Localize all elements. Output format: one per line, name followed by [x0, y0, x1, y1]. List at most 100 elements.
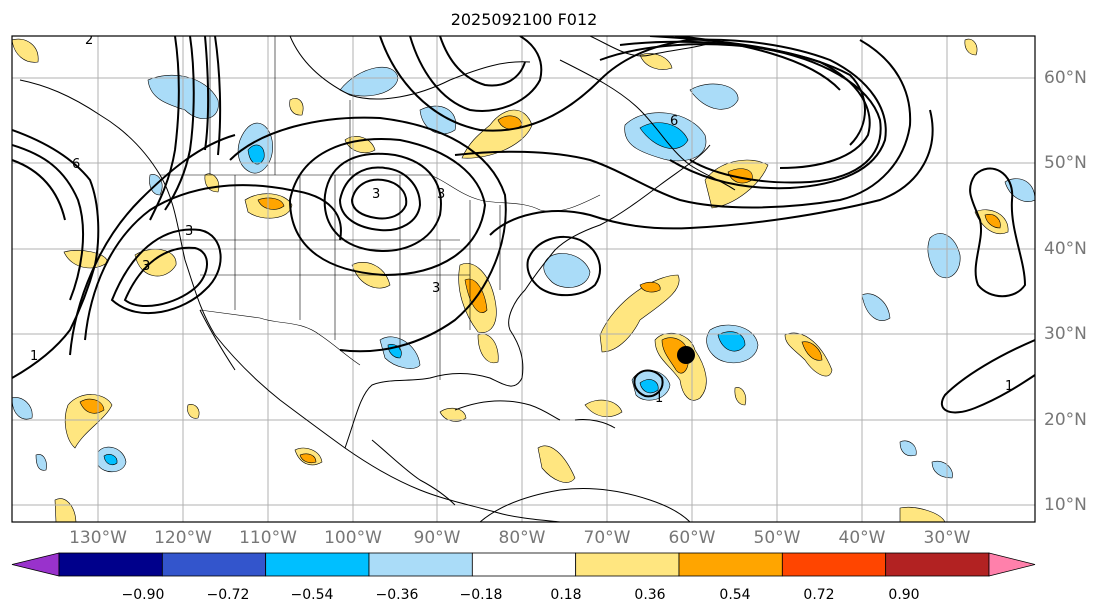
central-america-coast: [371, 439, 456, 506]
lon-label: 80°W: [498, 528, 546, 548]
contour-label: 2: [85, 33, 93, 48]
colorbar-tick: 0.36: [634, 587, 666, 603]
negative-anomaly-patch: [419, 105, 457, 135]
contour-label: 3: [437, 187, 445, 202]
hispaniola-coast: [574, 419, 616, 429]
south-america-coast: [479, 488, 691, 522]
positive-anomaly-patch: [661, 337, 689, 374]
positive-anomaly-patch: [54, 498, 77, 522]
positive-anomaly-patch: [599, 274, 680, 353]
contour-line: [940, 339, 1035, 414]
contour-label: 3: [185, 224, 193, 239]
lon-label: 90°W: [413, 528, 461, 548]
colorbar-segment: [575, 552, 680, 577]
lat-label: 20°N: [1044, 410, 1087, 430]
contour-layer: [12, 36, 1035, 414]
contour-label: 1: [655, 391, 663, 406]
shading-layer: [12, 38, 1035, 522]
lat-label: 30°N: [1044, 324, 1087, 344]
contour-line: [12, 159, 66, 221]
map-title: 2025092100 F012: [450, 10, 598, 29]
negative-anomaly-patch: [639, 122, 689, 149]
gridlines: [12, 36, 1035, 522]
contour-line: [69, 134, 236, 356]
colorbar-tick: −0.36: [375, 587, 419, 603]
negative-anomaly-patch: [689, 83, 739, 110]
contour-line: [110, 228, 222, 315]
contour-line: [674, 36, 841, 91]
contour-line: [350, 178, 408, 220]
contour-line: [489, 109, 934, 236]
positive-anomaly-patch: [187, 404, 200, 419]
negative-anomaly-patch: [543, 253, 591, 288]
contour-line: [409, 36, 543, 112]
colorbar-segment: [161, 552, 267, 577]
negative-anomaly-patch: [861, 293, 891, 321]
positive-anomaly-patch: [639, 53, 673, 70]
positive-anomaly-patch: [257, 197, 285, 210]
positive-anomaly-patch: [289, 98, 304, 116]
positive-anomaly-patch: [639, 281, 661, 293]
colorbar-extend-min: [11, 552, 60, 577]
lon-label: 50°W: [753, 528, 801, 548]
lat-label: 40°N: [1044, 239, 1087, 259]
colorbar-tick: 0.54: [719, 587, 751, 603]
greenland-coast: [589, 36, 721, 57]
colorbar-segment: [781, 552, 887, 577]
contour-label: 3: [432, 281, 440, 296]
contour-line: [214, 36, 222, 156]
positive-anomaly-patch: [964, 38, 978, 56]
cuba-coast: [454, 400, 561, 421]
coastlines: [19, 36, 736, 522]
contour-line: [439, 36, 526, 87]
hudson-bay-coast: [289, 36, 531, 100]
contour-line: [619, 40, 871, 169]
baja-coast: [199, 309, 236, 371]
lon-label: 30°W: [923, 528, 971, 548]
contour-label: 6: [670, 114, 678, 129]
us-canada-border: [160, 174, 601, 212]
colorbar-tick: −0.54: [290, 587, 334, 603]
positive-anomaly-patch: [537, 445, 576, 483]
gulf-coast: [344, 144, 711, 449]
positive-anomaly-patch: [801, 341, 823, 361]
positive-anomaly-patch: [477, 333, 499, 364]
contour-label: 3: [142, 259, 150, 274]
negative-anomaly-patch: [899, 440, 917, 457]
positive-anomaly-patch: [984, 214, 1001, 229]
contour-line: [12, 144, 85, 301]
negative-anomaly-patch: [339, 66, 399, 97]
positive-anomaly-patch: [439, 407, 467, 422]
colorbar-tick: 0.72: [803, 587, 835, 603]
negative-anomaly-patch: [717, 331, 746, 352]
positive-anomaly-patch: [12, 38, 39, 63]
contour-line: [164, 36, 195, 211]
colorbar-tick: 0.18: [550, 587, 582, 603]
colorbar-segment: [265, 552, 370, 577]
contour-line: [379, 36, 887, 190]
negative-anomaly-patch: [931, 460, 953, 479]
contour-line: [204, 36, 210, 151]
negative-anomaly-patch: [247, 144, 265, 165]
contour-line: [229, 116, 507, 353]
lon-label: 100°W: [324, 528, 382, 548]
contour-label: 1: [1005, 379, 1013, 394]
contour-line: [599, 43, 882, 184]
political-borders: [160, 36, 601, 380]
contour-line: [338, 166, 422, 232]
us-mexico-border: [199, 309, 361, 366]
contour-label: 1: [30, 349, 38, 364]
lat-label: 50°N: [1044, 153, 1087, 173]
lon-label: 70°W: [583, 528, 631, 548]
positive-anomaly-patch: [899, 507, 946, 522]
lon-label: 130°W: [69, 528, 127, 548]
negative-anomaly-patch: [12, 397, 33, 420]
contour-line: [323, 152, 442, 252]
lat-label: 10°N: [1044, 495, 1087, 515]
colorbar-tick: −0.72: [206, 587, 250, 603]
colorbar-tick: 0.90: [888, 587, 920, 603]
negative-anomaly-patch: [639, 379, 659, 394]
colorbar-segment: [471, 552, 577, 577]
contour-line: [84, 184, 342, 341]
